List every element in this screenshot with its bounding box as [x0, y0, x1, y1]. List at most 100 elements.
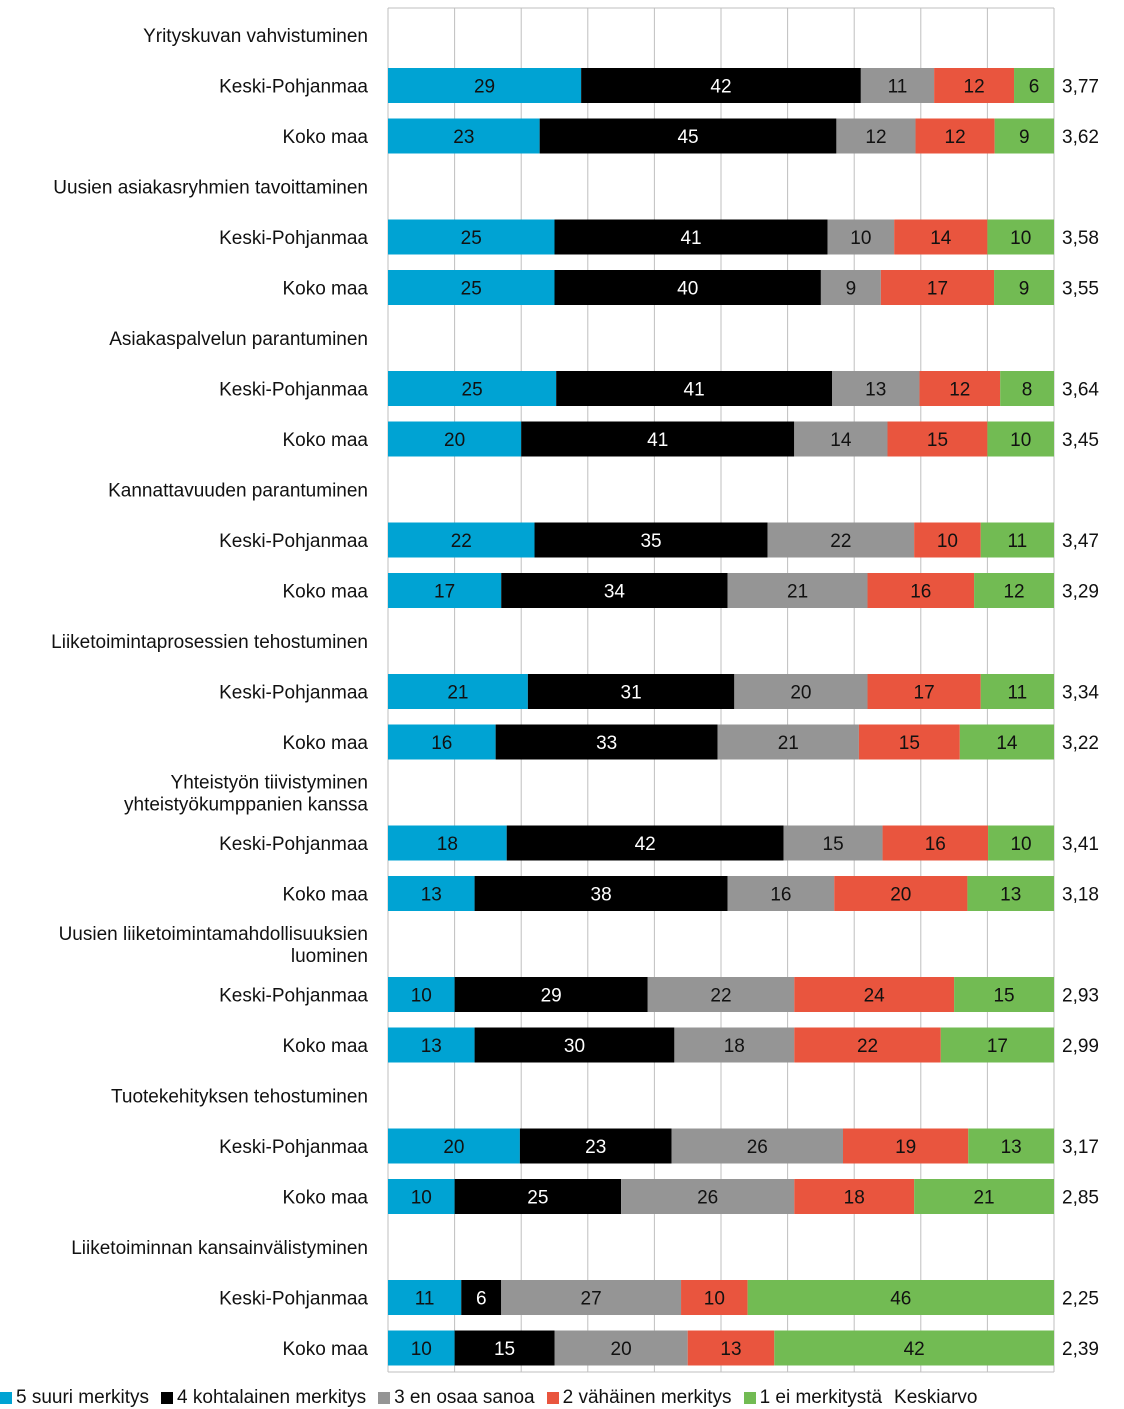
segment-value-label: 18	[437, 834, 458, 855]
row-label: Koko maa	[282, 733, 368, 754]
segment-value-label: 9	[1019, 127, 1030, 148]
segment-value-label: 20	[443, 1137, 464, 1158]
bar-segment	[671, 1128, 843, 1164]
segment-value-label: 12	[1003, 582, 1024, 603]
row-label: Koko maa	[282, 1188, 368, 1209]
bar-segment	[388, 1330, 455, 1366]
legend-swatch-5	[0, 1391, 12, 1404]
bar-segment	[894, 219, 988, 255]
bar-segment	[388, 270, 555, 305]
mean-value-label: 2,93	[1062, 986, 1099, 1007]
segment-value-label: 24	[864, 986, 886, 1007]
mean-value-label: 2,39	[1062, 1339, 1099, 1360]
segment-value-label: 11	[415, 1289, 435, 1310]
segment-value-label: 16	[910, 582, 931, 603]
bar-segment	[858, 724, 960, 760]
bar-segment	[388, 674, 528, 709]
segment-value-label: 6	[476, 1289, 487, 1310]
segment-value-label: 10	[937, 531, 958, 552]
bar-segment	[794, 1027, 941, 1063]
bar-segment	[388, 118, 540, 154]
group-label: Uusien asiakasryhmien tavoittaminen	[53, 178, 368, 199]
segment-value-label: 10	[411, 1188, 432, 1209]
bar-segment	[521, 421, 795, 457]
legend-item-4: 4 kohtalainen merkitys	[161, 1387, 366, 1409]
bar-segment	[621, 1179, 795, 1214]
segment-value-label: 17	[434, 582, 455, 603]
bar-segment	[959, 724, 1054, 760]
row-label: Keski-Pohjanmaa	[219, 77, 368, 98]
bar-segment	[867, 573, 975, 608]
bar-segment	[794, 421, 888, 457]
segment-value-label: 13	[1001, 1137, 1022, 1158]
row-label: Keski-Pohjanmaa	[219, 1289, 368, 1310]
mean-value-label: 3,22	[1062, 733, 1099, 754]
bar-segment	[581, 68, 861, 103]
row-label: Koko maa	[282, 1339, 368, 1360]
row-label: Koko maa	[282, 279, 368, 300]
segment-value-label: 29	[474, 77, 495, 98]
bar-segment	[388, 573, 502, 608]
segment-value-label: 25	[462, 380, 483, 401]
segment-value-label: 14	[930, 228, 952, 249]
segment-value-label: 19	[895, 1137, 916, 1158]
segment-value-label: 21	[778, 733, 799, 754]
legend-label-mean: Keskiarvo	[894, 1386, 978, 1408]
segment-value-label: 10	[411, 1339, 432, 1360]
legend-item-3: 3 en osaa sanoa	[378, 1387, 535, 1409]
bar-segment	[454, 1179, 622, 1214]
segment-value-label: 12	[964, 77, 985, 98]
row-label: Keski-Pohjanmaa	[219, 228, 368, 249]
bar-segment	[774, 1330, 1054, 1366]
segment-value-label: 16	[431, 733, 452, 754]
bar-segment	[461, 1280, 502, 1315]
bar-segment	[783, 825, 883, 861]
segment-value-label: 11	[1008, 531, 1028, 552]
bar-segment	[727, 573, 868, 608]
legend-item-2: 2 vähäinen merkitys	[546, 1387, 732, 1409]
segment-value-label: 12	[865, 127, 886, 148]
bar-segment	[681, 1280, 748, 1315]
legend-swatch-3	[378, 1391, 391, 1404]
bar-segment	[727, 876, 835, 911]
bar-segment	[867, 674, 981, 709]
segment-value-label: 20	[444, 430, 465, 451]
bar-segment	[827, 219, 895, 255]
segment-value-label: 12	[949, 380, 970, 401]
segment-value-label: 16	[925, 834, 946, 855]
bar-segment	[556, 371, 832, 406]
bar-segment	[940, 1027, 1054, 1063]
segment-value-label: 46	[890, 1289, 911, 1310]
bar-segment	[994, 270, 1054, 305]
segment-value-label: 15	[927, 430, 948, 451]
bar-segment	[474, 876, 728, 911]
row-label: Keski-Pohjanmaa	[219, 683, 368, 704]
legend-item-mean: Keskiarvo	[894, 1387, 977, 1409]
segment-value-label: 20	[790, 683, 811, 704]
bar-segment	[388, 724, 496, 760]
bar-segment	[388, 522, 535, 558]
bar-segment	[820, 270, 881, 305]
mean-value-label: 3,55	[1062, 279, 1099, 300]
legend-item-1: 1 ei merkitystä	[743, 1386, 883, 1409]
bar-segment	[474, 1027, 675, 1063]
segment-value-label: 23	[585, 1137, 606, 1158]
legend-label-1: 1 ei merkitystä	[759, 1386, 883, 1408]
segment-value-label: 23	[453, 127, 474, 148]
segment-value-label: 21	[787, 582, 808, 603]
segment-value-label: 26	[697, 1188, 718, 1209]
group-label: Liiketoiminnan kansainvälistyminen	[71, 1238, 368, 1259]
bar-segment	[914, 1179, 1054, 1214]
segment-value-label: 41	[684, 380, 705, 401]
group-label: Kannattavuuden parantuminen	[108, 481, 368, 502]
group-label: yhteistyökumppanien kanssa	[124, 795, 368, 816]
mean-value-label: 3,47	[1062, 531, 1099, 552]
bar-segment	[980, 522, 1054, 558]
bar-segment	[1014, 68, 1054, 103]
bar-segment	[388, 68, 582, 103]
bar-segment	[674, 1027, 795, 1063]
segment-value-label: 41	[647, 430, 668, 451]
bar-segment	[717, 724, 859, 760]
segment-value-label: 8	[1022, 380, 1033, 401]
